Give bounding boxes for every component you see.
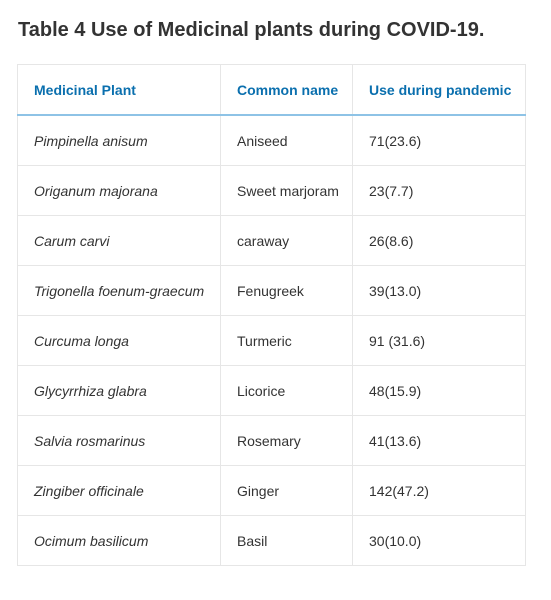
plant-name-cell: Carum carvi	[17, 215, 221, 266]
column-header-common-name: Common name	[220, 64, 353, 116]
plant-name-cell: Curcuma longa	[17, 315, 221, 366]
table-row: Glycyrrhiza glabra Licorice 48(15.9)	[17, 365, 526, 416]
usage-cell: 39(13.0)	[352, 265, 526, 316]
common-name-cell: Sweet marjoram	[220, 165, 353, 216]
table-row: Origanum majorana Sweet marjoram 23(7.7)	[17, 165, 526, 216]
plant-name-cell: Trigonella foenum-graecum	[17, 265, 221, 316]
table-row: Curcuma longa Turmeric 91 (31.6)	[17, 315, 526, 366]
table-row: Ocimum basilicum Basil 30(10.0)	[17, 515, 526, 566]
usage-cell: 26(8.6)	[352, 215, 526, 266]
usage-cell: 91 (31.6)	[352, 315, 526, 366]
table-row: Pimpinella anisum Aniseed 71(23.6)	[17, 114, 526, 166]
common-name-cell: caraway	[220, 215, 353, 266]
plant-name-cell: Salvia rosmarinus	[17, 415, 221, 466]
common-name-cell: Turmeric	[220, 315, 353, 366]
plant-name-cell: Origanum majorana	[17, 165, 221, 216]
header-row: Medicinal Plant Common name Use during p…	[17, 64, 526, 116]
table-row: Carum carvi caraway 26(8.6)	[17, 215, 526, 266]
common-name-cell: Ginger	[220, 465, 353, 516]
common-name-cell: Aniseed	[220, 114, 353, 166]
medicinal-plants-table: Medicinal Plant Common name Use during p…	[17, 64, 526, 566]
common-name-cell: Rosemary	[220, 415, 353, 466]
plant-name-cell: Pimpinella anisum	[17, 114, 221, 166]
table-row: Zingiber officinale Ginger 142(47.2)	[17, 465, 526, 516]
column-header-use-during-pandemic: Use during pandemic	[352, 64, 526, 116]
plant-name-cell: Zingiber officinale	[17, 465, 221, 516]
table-row: Trigonella foenum-graecum Fenugreek 39(1…	[17, 265, 526, 316]
usage-cell: 142(47.2)	[352, 465, 526, 516]
common-name-cell: Basil	[220, 515, 353, 566]
column-header-medicinal-plant: Medicinal Plant	[17, 64, 221, 116]
plant-name-cell: Glycyrrhiza glabra	[17, 365, 221, 416]
common-name-cell: Fenugreek	[220, 265, 353, 316]
usage-cell: 48(15.9)	[352, 365, 526, 416]
medicinal-plants-table-container: Medicinal Plant Common name Use during p…	[17, 64, 526, 566]
common-name-cell: Licorice	[220, 365, 353, 416]
table-row: Salvia rosmarinus Rosemary 41(13.6)	[17, 415, 526, 466]
usage-cell: 71(23.6)	[352, 114, 526, 166]
table-title: Table 4 Use of Medicinal plants during C…	[18, 19, 485, 41]
usage-cell: 30(10.0)	[352, 515, 526, 566]
plant-name-cell: Ocimum basilicum	[17, 515, 221, 566]
usage-cell: 23(7.7)	[352, 165, 526, 216]
usage-cell: 41(13.6)	[352, 415, 526, 466]
